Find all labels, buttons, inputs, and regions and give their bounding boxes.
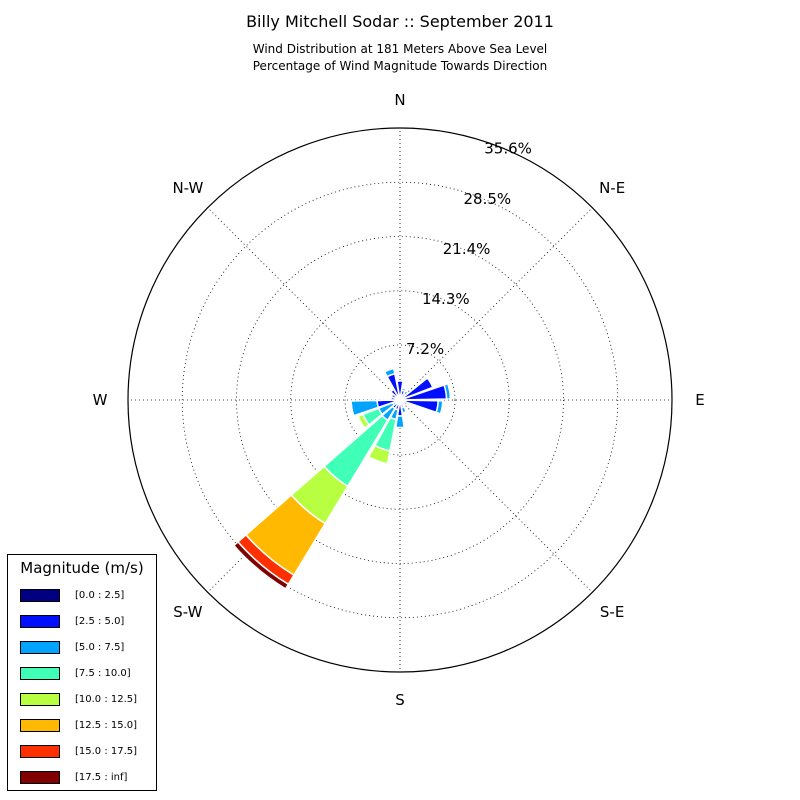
grid-spoke-45 [399, 207, 593, 401]
legend-title: Magnitude (m/s) [20, 559, 144, 577]
legend-swatch [20, 614, 60, 628]
wind-bar-dir240-bin4 [357, 413, 371, 430]
legend-swatch [20, 692, 60, 706]
legend-item: [7.5 : 10.0] [20, 666, 131, 680]
legend-item: [2.5 : 5.0] [20, 614, 124, 628]
legend-label: [10.0 : 12.5] [75, 693, 138, 705]
radial-tick-label-1: 14.3% [422, 290, 470, 308]
legend-item: [10.0 : 12.5] [20, 692, 137, 706]
radial-tick-label-4: 35.6% [484, 140, 532, 158]
wind-bar-dir100-bin2 [435, 400, 444, 415]
direction-label-n-e: N-E [599, 179, 625, 197]
radial-tick-label-3: 28.5% [464, 190, 512, 208]
grid-ring-2 [236, 236, 564, 564]
direction-label-s-w: S-W [173, 603, 202, 621]
wind-bar-dir60-bin1 [402, 376, 434, 400]
legend-item: [5.0 : 7.5] [20, 640, 124, 654]
legend-label: [15.0 : 17.5] [75, 745, 138, 757]
grid-spoke-315 [207, 207, 401, 401]
legend-label: [5.0 : 7.5] [75, 641, 125, 653]
direction-label-w: W [93, 391, 108, 409]
polar-outer-circle [127, 127, 673, 673]
direction-label-s-e: S-E [600, 603, 624, 621]
legend-item: [15.0 : 17.5] [20, 744, 137, 758]
polar-labels: N N-E E S-E S S-W W N-W 7.2% 14.3% 21.4% 28.5% 35.6% [93, 91, 705, 709]
legend-label: [0.0 : 2.5] [75, 589, 125, 601]
legend-swatch [20, 640, 60, 654]
wind-bar-dir200-bin4 [367, 444, 391, 465]
wind-bar-dir20-bin3 [401, 386, 408, 391]
wind-bar-dir0-bin1 [396, 380, 404, 396]
grid-ring-1 [290, 290, 510, 510]
wind-bar-dir340-bin2 [383, 367, 396, 378]
direction-label-n: N [394, 91, 405, 109]
legend-item: [0.0 : 2.5] [20, 588, 124, 602]
wind-bar-dir220-bin7 [232, 540, 290, 590]
chart-subtitle-line-1: Wind Distribution at 181 Meters Above Se… [252, 42, 548, 56]
wind-bar-dir260-bin3 [348, 400, 355, 418]
legend-label: [2.5 : 5.0] [75, 615, 125, 627]
direction-label-s: S [395, 691, 405, 709]
direction-label-e: E [695, 391, 704, 409]
grid-spoke-135 [399, 399, 593, 593]
magnitude-legend: Magnitude (m/s) [0.0 : 2.5] [2.5 : 5.0] [5… [7, 554, 157, 791]
wind-bar-dir180-bin2 [394, 415, 406, 429]
legend-swatch [20, 744, 60, 758]
legend-label: [17.5 : inf] [75, 771, 128, 783]
legend-item: [12.5 : 15.0] [20, 718, 137, 732]
legend-label: [12.5 : 15.0] [75, 719, 138, 731]
legend-swatch [20, 718, 60, 732]
grid-ring-3 [181, 181, 619, 619]
legend-swatch [20, 770, 60, 784]
wind-rose-bars [232, 367, 452, 590]
legend-label: [7.5 : 10.0] [75, 667, 131, 679]
wind-bar-dir80-bin2 [443, 382, 452, 400]
wind-bar-dir100-bin1 [401, 399, 439, 414]
chart-title: Billy Mitchell Sodar :: September 2011 [246, 12, 554, 31]
legend-item: [17.5 : inf] [20, 770, 127, 784]
grid-ring-0 [344, 344, 456, 456]
radial-tick-label-2: 21.4% [443, 240, 491, 258]
chart-subtitle-line-2: Percentage of Wind Magnitude Towards Dir… [252, 59, 548, 73]
radial-tick-label-0: 7.2% [406, 340, 444, 358]
direction-label-n-w: N-W [172, 179, 203, 197]
legend-swatch [20, 666, 60, 680]
legend-swatch [20, 588, 60, 602]
